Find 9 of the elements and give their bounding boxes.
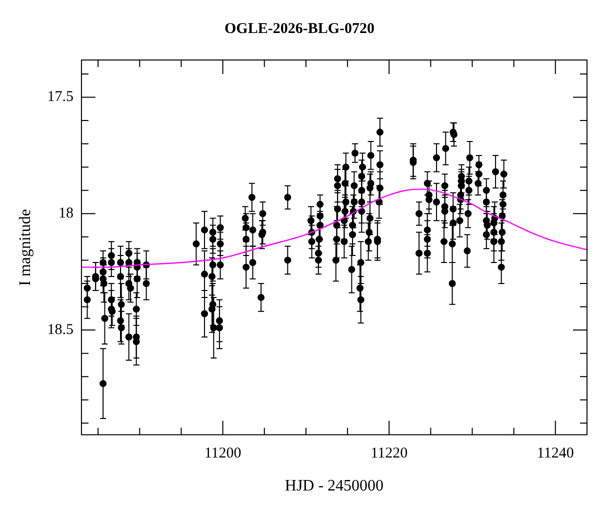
x-tick-label: 11220: [370, 446, 408, 462]
y-axis-title: I magnitude: [16, 208, 34, 286]
chart-title: OGLE-2026-BLG-0720: [224, 20, 375, 37]
x-tick-label: 11200: [204, 446, 242, 462]
x-axis-title: HJD - 2450000: [284, 478, 384, 495]
y-tick-label: 18.5: [47, 322, 74, 338]
x-tick-label: 11240: [536, 446, 574, 462]
y-tick-label: 17.5: [47, 89, 74, 106]
y-tick-label: 18: [58, 206, 74, 222]
